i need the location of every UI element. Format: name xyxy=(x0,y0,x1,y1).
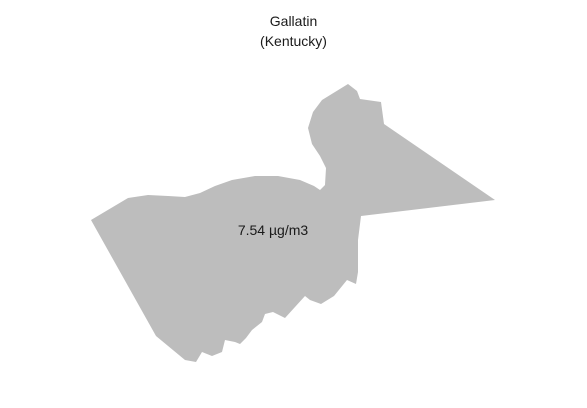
map-title: Gallatin xyxy=(269,13,318,29)
map-subtitle: (Kentucky) xyxy=(260,33,327,49)
county-shape-gallatin xyxy=(91,84,495,362)
county-value-label: 7.54 µg/m3 xyxy=(238,222,309,238)
map-title-block: Gallatin (Kentucky) xyxy=(0,11,587,51)
